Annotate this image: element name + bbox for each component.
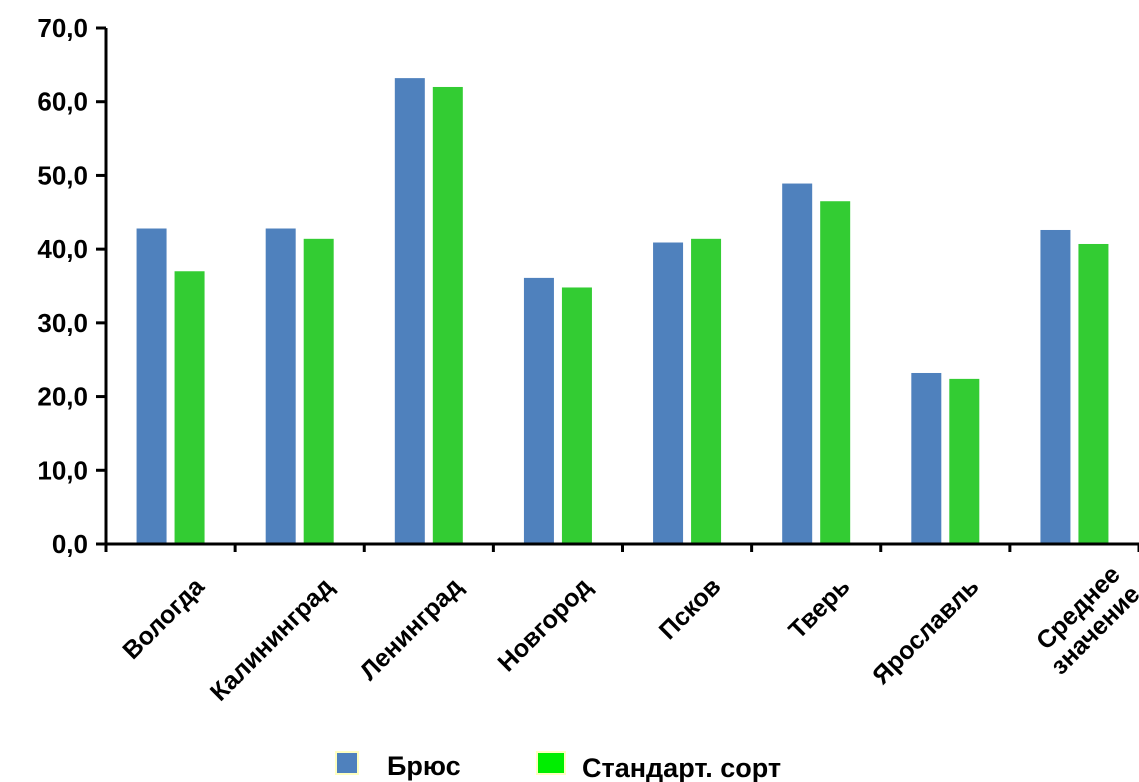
category-label: Калининград <box>205 572 339 706</box>
category-label: Псков <box>654 572 727 645</box>
legend-label-standart: Стандарт. сорт <box>582 753 781 782</box>
category-label: Тверь <box>783 572 855 644</box>
bar-standart <box>949 378 980 544</box>
y-ticks-group: 0,0 10,0 20,0 30,0 40,0 50,0 60,0 70,0 <box>37 13 106 559</box>
y-tick-label: 50,0 <box>37 160 88 190</box>
bar-bryus <box>136 228 167 544</box>
bar-bryus <box>1040 229 1071 544</box>
legend: Брюс Стандарт. сорт <box>335 751 781 782</box>
bar-bryus <box>394 78 425 544</box>
y-tick-label: 20,0 <box>37 382 88 412</box>
legend-label-bryus: Брюс <box>387 751 461 781</box>
y-tick-label: 0,0 <box>52 529 88 559</box>
axes-group <box>104 28 1139 546</box>
y-tick-label: 30,0 <box>37 308 88 338</box>
bars-group <box>136 78 1109 545</box>
bar-bryus <box>523 277 554 544</box>
bar-standart <box>1078 243 1109 545</box>
category-label: Ярославль <box>867 572 985 690</box>
y-tick-label: 60,0 <box>37 87 88 117</box>
bar-standart <box>820 201 851 544</box>
bar-standart <box>691 238 722 544</box>
bar-bryus <box>653 242 684 544</box>
bar-standart <box>174 271 205 544</box>
legend-swatch-bryus <box>335 751 359 775</box>
y-tick-label: 70,0 <box>37 13 88 43</box>
bar-standart <box>561 287 592 544</box>
bar-standart <box>303 238 334 544</box>
category-label: Ленинград <box>355 572 469 686</box>
y-tick-label: 10,0 <box>37 455 88 485</box>
bar-standart <box>432 86 463 544</box>
legend-swatch-standart <box>536 751 566 775</box>
y-tick-label: 40,0 <box>37 234 88 264</box>
bar-bryus <box>911 372 942 544</box>
bar-bryus <box>782 183 813 544</box>
category-label: Среднеезначение <box>1026 560 1139 680</box>
category-label: Новгород <box>492 572 597 677</box>
category-label: Вологда <box>117 572 210 665</box>
bar-bryus <box>265 228 296 544</box>
x-ticks-group <box>104 544 1139 552</box>
